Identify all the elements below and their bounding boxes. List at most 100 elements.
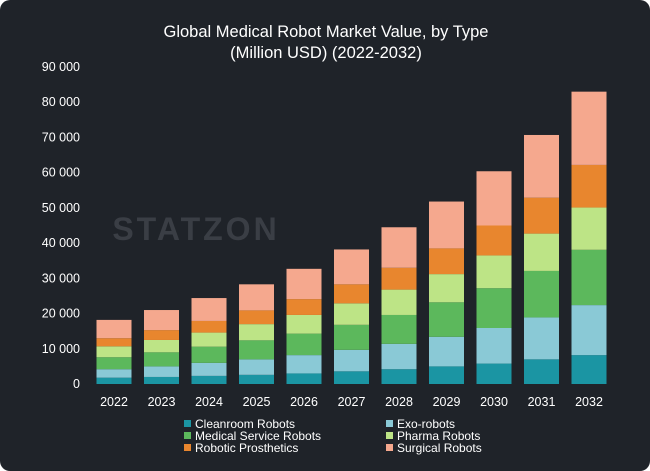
bar-segment — [286, 355, 322, 374]
bar-segment — [571, 207, 607, 250]
bar-segment — [239, 340, 274, 360]
x-tick-label: 2031 — [528, 395, 556, 409]
bar-segment — [96, 357, 132, 370]
bar-segment — [524, 233, 559, 271]
bar-segment — [191, 362, 227, 376]
bar-segment — [429, 336, 464, 367]
x-tick-label: 2024 — [195, 395, 223, 409]
watermark: STATZON — [112, 211, 279, 247]
y-tick-label: 10 000 — [42, 342, 80, 356]
bar-segment — [476, 327, 512, 364]
legend-swatch — [184, 420, 191, 427]
x-tick-label: 2028 — [385, 395, 413, 409]
bar-segment — [144, 376, 179, 384]
x-tick-label: 2030 — [480, 395, 508, 409]
bar-segment — [524, 197, 559, 234]
bar-segment — [524, 359, 559, 384]
bar-segment — [571, 164, 607, 208]
x-tick-label: 2023 — [148, 395, 176, 409]
y-tick-label: 40 000 — [42, 236, 80, 250]
bar-segment — [191, 375, 227, 384]
bar-segment — [96, 338, 132, 347]
x-tick-label: 2022 — [100, 395, 128, 409]
x-tick-label: 2026 — [290, 395, 318, 409]
bar-segment — [334, 303, 369, 325]
legend-label: Exo-robots — [397, 417, 455, 431]
bar-segment — [571, 305, 607, 356]
bar-segment — [286, 268, 322, 300]
bar-segment — [144, 330, 179, 340]
bar-segment — [96, 346, 132, 358]
bar-segment — [381, 314, 417, 344]
bar-segment — [524, 270, 559, 318]
bar-segment — [239, 284, 274, 311]
x-tick-label: 2025 — [243, 395, 271, 409]
chart-title: Global Medical Robot Market Value, by Ty… — [164, 23, 489, 41]
y-tick-label: 60 000 — [42, 166, 80, 180]
bar-segment — [96, 369, 132, 378]
legend-swatch — [386, 444, 393, 451]
y-tick-label: 20 000 — [42, 307, 80, 321]
bar-segment — [96, 377, 132, 384]
bar-segment — [334, 349, 369, 372]
bar-segment — [476, 225, 512, 256]
bar-segment — [144, 366, 179, 377]
legend-label: Pharma Robots — [397, 429, 480, 443]
x-tick-label: 2027 — [338, 395, 366, 409]
x-axis-labels: 2022 2023 2024 2025 2026 2027 2028 2029 2030 2031… — [100, 395, 603, 409]
bar-segment — [429, 201, 464, 249]
y-axis-labels: 0 10 000 20 000 30 000 40 000 50 000 60 000 70 … — [42, 60, 80, 391]
bar-segment — [286, 314, 322, 334]
bar-segment — [96, 319, 132, 339]
x-tick-label: 2029 — [433, 395, 461, 409]
bar-segment — [476, 255, 512, 289]
x-tick-label: 2032 — [575, 395, 603, 409]
bar-segment — [191, 298, 227, 321]
bar-segment — [239, 324, 274, 341]
bar-segment — [381, 267, 417, 290]
legend: Cleanroom Robots Exo-robots Medical Servic… — [184, 417, 482, 455]
bar-segment — [571, 249, 607, 306]
bar-segment — [191, 346, 227, 363]
legend-swatch — [184, 444, 191, 451]
y-tick-label: 70 000 — [42, 130, 80, 144]
bar-segment — [144, 310, 179, 331]
legend-label: Robotic Prosthetics — [195, 441, 298, 455]
y-tick-label: 90 000 — [42, 60, 80, 74]
bar-segment — [286, 299, 322, 315]
bar-segment — [476, 363, 512, 384]
bar-segment — [524, 317, 559, 360]
legend-swatch — [184, 432, 191, 439]
bar-segment — [429, 302, 464, 337]
bar-segment — [286, 373, 322, 384]
bar-segment — [286, 333, 322, 356]
y-tick-label: 80 000 — [42, 95, 80, 109]
bar-segment — [191, 320, 227, 333]
y-tick-label: 50 000 — [42, 201, 80, 215]
bar-segment — [334, 371, 369, 384]
legend-label: Cleanroom Robots — [195, 417, 295, 431]
bar-segment — [334, 249, 369, 285]
bar-segment — [571, 355, 607, 384]
bar-segment — [381, 343, 417, 370]
bar-segment — [334, 324, 369, 350]
bar-segment — [476, 171, 512, 226]
legend-label: Medical Service Robots — [195, 429, 321, 443]
bar-segment — [334, 284, 369, 304]
legend-label: Surgical Robots — [397, 441, 482, 455]
bar-segment — [381, 369, 417, 384]
bar-segment — [429, 366, 464, 384]
bar-segment — [191, 332, 227, 347]
bars — [96, 91, 607, 384]
legend-swatch — [386, 432, 393, 439]
bar-segment — [381, 227, 417, 268]
bar-segment — [381, 289, 417, 315]
bar-segment — [429, 248, 464, 275]
bar-segment — [239, 310, 274, 325]
y-tick-label: 30 000 — [42, 271, 80, 285]
legend-swatch — [386, 420, 393, 427]
bar-segment — [571, 91, 607, 165]
chart-subtitle: (Million USD) (2022-2032) — [230, 44, 422, 62]
